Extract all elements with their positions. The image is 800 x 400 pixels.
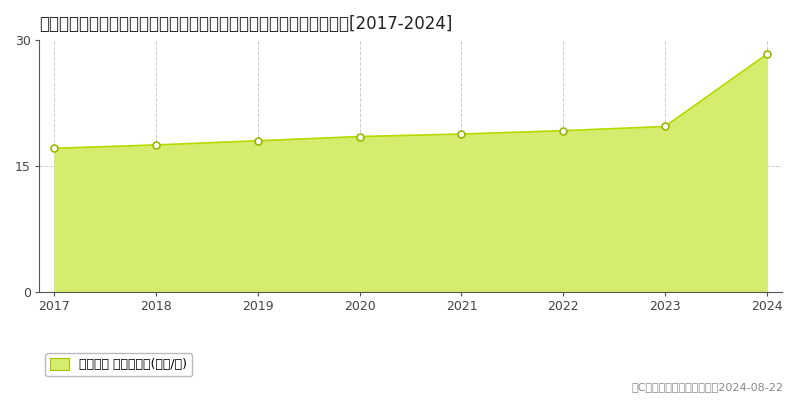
Legend: 地価公示 平均坪単価(万円/坪): 地価公示 平均坪単価(万円/坪)	[46, 353, 192, 376]
Text: 大分県大分市大字上宗方字虚言迫５６７番８７　地価公示　地価推移[2017-2024]: 大分県大分市大字上宗方字虚言迫５６７番８７ 地価公示 地価推移[2017-202…	[39, 15, 453, 33]
Text: （C）土地価格ドットコム　2024-08-22: （C）土地価格ドットコム 2024-08-22	[632, 382, 784, 392]
